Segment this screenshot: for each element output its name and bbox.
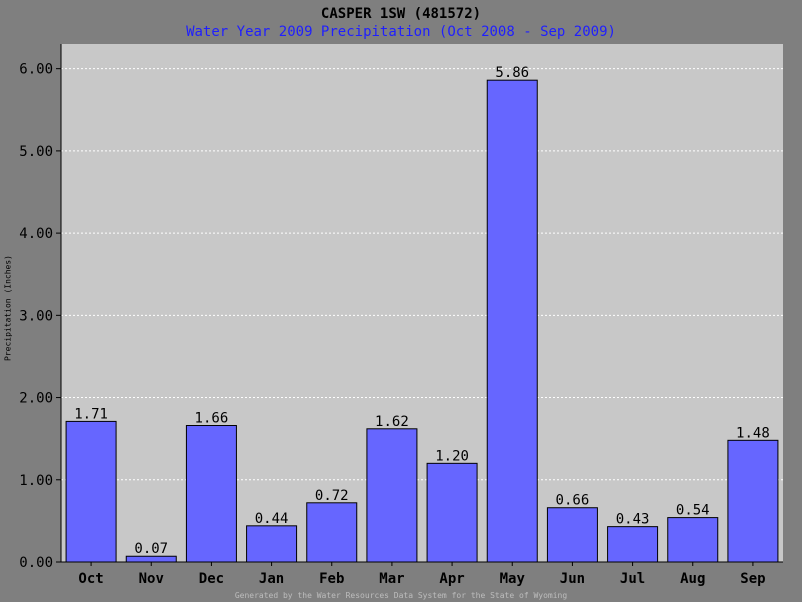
x-tick-label: Nov <box>139 571 164 587</box>
bar-jan <box>246 525 298 563</box>
bar-dec <box>185 425 237 563</box>
chart-subtitle: Water Year 2009 Precipitation (Oct 2008 … <box>186 24 616 40</box>
data-label: 1.20 <box>435 448 469 464</box>
bar-may <box>486 79 538 563</box>
y-tick-label: 5.00 <box>19 144 53 160</box>
data-label: 0.07 <box>134 541 168 557</box>
data-label: 1.62 <box>375 414 409 430</box>
data-label: 1.66 <box>195 411 229 427</box>
bar-mar <box>366 428 418 563</box>
x-tick-label: Apr <box>439 571 464 587</box>
x-tick-label: Jan <box>259 571 284 587</box>
x-tick-label: Jul <box>620 571 645 587</box>
x-tick-label: Sep <box>740 571 765 587</box>
x-tick-label: Feb <box>319 571 344 587</box>
x-tick-label: Dec <box>199 571 224 587</box>
bar-jul <box>607 526 659 563</box>
bar-aug <box>667 517 719 563</box>
data-label: 1.71 <box>74 406 108 422</box>
y-tick-label: 0.00 <box>19 555 53 571</box>
chart-title: CASPER 1SW (481572) <box>320 6 482 22</box>
data-label: 1.48 <box>736 425 770 441</box>
data-label: 5.86 <box>495 65 529 81</box>
data-label: 0.66 <box>556 493 590 509</box>
x-tick-label: May <box>500 571 526 587</box>
data-label: 0.72 <box>315 488 349 504</box>
plot-area <box>61 44 783 562</box>
x-tick-label: Aug <box>680 571 705 587</box>
x-tick-label: Jun <box>560 571 585 587</box>
y-tick-label: 3.00 <box>19 308 53 324</box>
bar-jun <box>546 507 598 563</box>
bar-apr <box>426 462 478 563</box>
y-tick-label: 1.00 <box>19 473 53 489</box>
bar-sep <box>727 439 779 563</box>
y-tick-label: 2.00 <box>19 391 53 407</box>
bar-feb <box>306 502 358 563</box>
bar-oct <box>65 420 117 563</box>
y-tick-label: 6.00 <box>19 62 53 78</box>
data-label: 0.43 <box>616 512 650 528</box>
x-tick-label: Oct <box>78 571 103 587</box>
data-label: 0.54 <box>676 503 710 519</box>
y-tick-label: 4.00 <box>19 226 53 242</box>
x-tick-label: Mar <box>379 571 404 587</box>
data-label: 0.44 <box>255 511 289 527</box>
footer-credit: Generated by the Water Resources Data Sy… <box>234 591 568 600</box>
